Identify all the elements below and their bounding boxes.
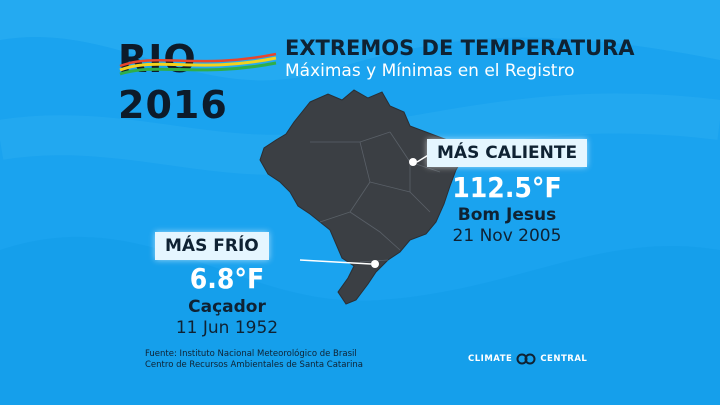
source-credit: Fuente: Instituto Nacional Meteorológico…: [145, 349, 363, 371]
coldest-place: Caçador: [188, 297, 266, 317]
brand-left-text: CLIMATE: [468, 354, 513, 364]
coldest-date: 11 Jun 1952: [175, 318, 279, 338]
brand-right-text: CENTRAL: [540, 354, 588, 364]
logo-text: RIO 2016: [118, 37, 228, 127]
logo-swoosh-icon: [119, 52, 277, 76]
climate-central-brand: CLIMATE CENTRAL: [468, 352, 587, 366]
hot-location-dot-icon: [409, 158, 417, 166]
coldest-label: MÁS FRÍO: [155, 232, 269, 260]
climate-central-logo-icon: [516, 353, 536, 365]
source-line-2: Centro de Recursos Ambientales de Santa …: [145, 360, 363, 370]
rio-2016-logo: RIO 2016: [118, 36, 278, 127]
page-title: EXTREMOS DE TEMPERATURA: [285, 36, 635, 60]
coldest-temperature: 6.8°F: [189, 262, 265, 295]
hottest-date: 21 Nov 2005: [452, 226, 562, 246]
hottest-temperature: 112.5°F: [452, 171, 562, 204]
source-line-1: Fuente: Instituto Nacional Meteorológico…: [145, 349, 357, 359]
brazil-shape: [259, 89, 465, 305]
page-subtitle: Máximas y Mínimas en el Registro: [285, 61, 575, 81]
cold-location-dot-icon: [371, 260, 379, 268]
hottest-label: MÁS CALIENTE: [427, 139, 588, 167]
hottest-place: Bom Jesus: [457, 205, 557, 225]
brazil-map: [259, 89, 465, 305]
